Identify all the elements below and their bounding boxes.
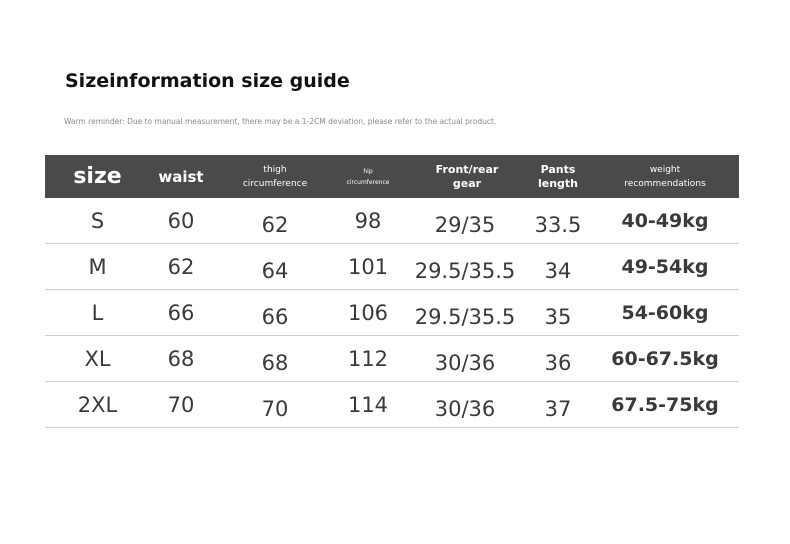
cell-weight: 49-54kg: [621, 255, 709, 278]
cell-weight: 67.5-75kg: [611, 393, 719, 416]
header-pants-length: Pants length: [523, 155, 593, 198]
header-hip-circumference: hip circumference: [335, 155, 401, 198]
cell-waist: 66: [167, 300, 195, 325]
cell-pants-length: 33.5: [534, 212, 582, 237]
cell-front-rear-gear: 30/36: [434, 350, 496, 375]
cell-size: XL: [84, 346, 111, 371]
cell-pants-length: 36: [544, 350, 572, 375]
table-row: M 62 64 101 29.5/35.5 34 49-54kg: [45, 244, 739, 290]
header-front-rear-gear: Front/rear gear: [423, 155, 511, 198]
cell-waist: 60: [167, 208, 195, 233]
header-pants-line1: Pants: [540, 162, 576, 176]
cell-weight: 40-49kg: [621, 209, 709, 232]
cell-size: L: [91, 300, 104, 325]
header-weight-recommendations: weight recommendations: [610, 155, 720, 198]
cell-weight: 54-60kg: [621, 301, 709, 324]
header-pants-line2: length: [537, 176, 579, 190]
cell-pants-length: 34: [544, 258, 572, 283]
cell-weight: 60-67.5kg: [611, 347, 719, 370]
header-thigh-circumference: thigh circumference: [233, 155, 317, 198]
cell-size: S: [90, 208, 105, 233]
header-size: size: [73, 164, 122, 189]
cell-hip: 114: [347, 392, 389, 417]
cell-front-rear-gear: 29.5/35.5: [414, 304, 516, 329]
header-thigh-line1: thigh: [263, 164, 287, 175]
cell-thigh: 70: [261, 396, 289, 421]
table-row: XL 68 68 112 30/36 36 60-67.5kg: [45, 336, 739, 382]
header-hip-line1: hip: [363, 167, 373, 175]
cell-pants-length: 37: [544, 396, 572, 421]
cell-front-rear-gear: 29.5/35.5: [414, 258, 516, 283]
cell-thigh: 68: [261, 350, 289, 375]
table-row: S 60 62 98 29/35 33.5 40-49kg: [45, 198, 739, 244]
cell-thigh: 64: [261, 258, 289, 283]
cell-size: M: [88, 254, 107, 279]
cell-size: 2XL: [77, 392, 118, 417]
warm-reminder-note: Warm reminder: Due to manual measurement…: [64, 117, 497, 126]
cell-front-rear-gear: 30/36: [434, 396, 496, 421]
cell-waist: 62: [167, 254, 195, 279]
cell-front-rear-gear: 29/35: [434, 212, 496, 237]
header-weight-line2: recommendations: [624, 178, 706, 189]
header-hip-line2: circumference: [346, 178, 390, 186]
header-front-line1: Front/rear: [435, 162, 499, 176]
page-title: Sizeinformation size guide: [65, 70, 350, 92]
cell-hip: 98: [354, 208, 382, 233]
table-header: size waist thigh circumference hip circu…: [45, 155, 739, 198]
size-table: size waist thigh circumference hip circu…: [45, 155, 739, 428]
cell-pants-length: 35: [544, 304, 572, 329]
cell-waist: 68: [167, 346, 195, 371]
cell-hip: 106: [347, 300, 389, 325]
table-row: L 66 66 106 29.5/35.5 35 54-60kg: [45, 290, 739, 336]
header-weight-line1: weight: [649, 164, 681, 175]
cell-thigh: 66: [261, 304, 289, 329]
table-row: 2XL 70 70 114 30/36 37 67.5-75kg: [45, 382, 739, 428]
cell-waist: 70: [167, 392, 195, 417]
header-thigh-line2: circumference: [242, 178, 308, 189]
header-front-line2: gear: [452, 176, 482, 190]
cell-hip: 101: [347, 254, 389, 279]
header-waist: waist: [158, 167, 204, 186]
cell-thigh: 62: [261, 212, 289, 237]
cell-hip: 112: [347, 346, 389, 371]
